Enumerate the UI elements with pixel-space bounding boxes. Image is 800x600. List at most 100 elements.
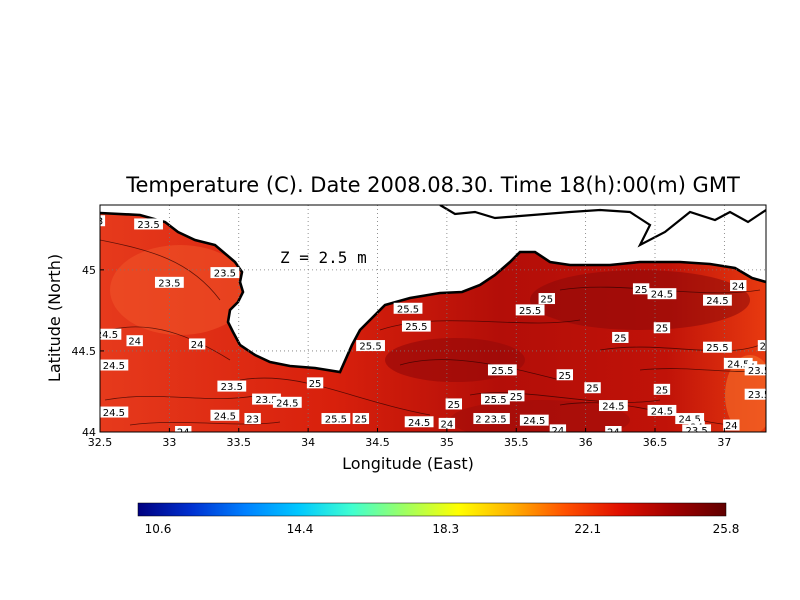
contour-label-box	[549, 424, 567, 432]
contour-label-box	[445, 398, 463, 410]
contour-label-box	[134, 218, 163, 230]
x-tick-label: 37	[717, 436, 731, 449]
contour-label-box	[352, 413, 370, 425]
contour-label-box	[515, 304, 545, 316]
x-tick-label: 33.5	[227, 436, 252, 449]
contour-label-box	[210, 409, 240, 421]
contour-label: 24.5	[103, 408, 125, 419]
contour-label-box	[605, 426, 622, 432]
contour-label: 23.5	[255, 395, 277, 406]
graticule	[100, 205, 766, 432]
contour-label-box	[556, 369, 574, 381]
contour-label: 24	[732, 282, 745, 293]
contour-label: 24	[177, 428, 190, 439]
contour-label: 25	[540, 295, 553, 306]
contour-label-box	[723, 357, 753, 369]
contour-label: 25	[614, 333, 627, 344]
map-plot-area: 3 23.523.523.524.524 2424.523.523.524.524.…	[96, 205, 773, 439]
contour-label-box	[703, 294, 732, 306]
contour-label: 23	[246, 415, 259, 426]
contour-label: 25	[586, 384, 599, 395]
contour-label-box	[632, 283, 650, 295]
contour-label: 24	[191, 340, 204, 351]
contour-label: 25.5	[706, 343, 728, 354]
contour-label-box	[653, 383, 671, 395]
contour-label-box	[730, 280, 747, 292]
x-axis-label: Longitude (East)	[342, 454, 474, 473]
contour-label-box	[744, 364, 766, 376]
contour-label: 25	[656, 324, 669, 335]
contour-label: 25	[760, 342, 773, 353]
contour-label: 23.5	[685, 426, 707, 437]
contour-label: 24.5	[679, 415, 701, 426]
contour-label: 24.5	[651, 406, 673, 417]
contour-labels: 3 23.523.523.524.524 2424.523.523.524.524.…	[96, 215, 773, 439]
contour-label-box	[438, 417, 456, 429]
contour-label: 3	[97, 217, 103, 228]
x-tick-label: 35.5	[504, 436, 529, 449]
contour-label-box	[188, 338, 206, 350]
colorbar-tick-label: 25.8	[713, 522, 740, 536]
contour-label-box	[217, 380, 247, 392]
x-tick-label: 35	[440, 436, 454, 449]
contour-label: 25.5	[491, 366, 513, 377]
contour-lines	[100, 239, 761, 426]
contour-label-box	[703, 341, 732, 353]
contour-label: 25.5	[397, 304, 419, 315]
contour-label-box	[612, 331, 629, 343]
contour-label: 25.5	[325, 415, 347, 426]
contour-label: 24	[552, 426, 565, 437]
land-crimea	[100, 205, 766, 372]
y-tick-label: 44.5	[72, 345, 97, 358]
contour-label-box	[100, 215, 106, 227]
x-tick-label: 33	[162, 436, 176, 449]
colorbar-labels: 10.6 14.4 18.3 22.1 25.8	[145, 522, 740, 536]
contour-label-box	[538, 293, 555, 305]
contour-label-box	[210, 267, 240, 279]
contour-label: 24.5	[408, 418, 430, 429]
x-tick-label: 32.5	[88, 436, 113, 449]
contour-label: 24	[441, 419, 454, 430]
contour-label: 25	[354, 415, 367, 426]
contour-label-box	[584, 382, 601, 394]
x-tick-label: 36.5	[643, 436, 668, 449]
contour-label-box	[675, 413, 705, 425]
contour-label: 24.5	[96, 330, 118, 341]
x-tick-label: 36	[579, 436, 593, 449]
contour-label-box	[481, 413, 510, 425]
contour-label-box	[682, 424, 712, 432]
contour-label: 24.5	[651, 290, 673, 301]
contour-label-box	[356, 340, 385, 352]
contour-label-box	[252, 393, 281, 405]
contour-label-box	[175, 426, 192, 432]
contour-label-box	[244, 413, 261, 425]
depth-label: Z = 2.5 m	[280, 248, 367, 267]
contour-label-box	[154, 276, 184, 288]
contour-label: 23.5	[137, 220, 159, 231]
y-tick-label: 44	[82, 426, 96, 439]
contour-label-box	[100, 406, 129, 418]
contour-label-box	[100, 328, 122, 340]
colorbar-tick-label: 18.3	[432, 522, 459, 536]
contour-label: 23.5	[484, 415, 506, 426]
contour-label: 25	[309, 379, 322, 390]
x-tick-label: 34	[301, 436, 315, 449]
contour-label-box	[598, 400, 628, 412]
contour-label: 23.5	[748, 366, 770, 377]
contour-label: 24.5	[276, 398, 298, 409]
contour-label-box	[321, 413, 351, 425]
contour-label: 25	[510, 392, 523, 403]
x-tick-label: 34.5	[365, 436, 390, 449]
contour-label-box	[100, 359, 129, 371]
contour-label: 24.5	[523, 416, 545, 427]
contour-label: 24.5	[103, 361, 125, 372]
y-tick-label: 45	[82, 264, 96, 277]
contour-label: 25	[447, 400, 460, 411]
y-axis-ticks: 44 44.5 45	[72, 264, 104, 439]
contour-label-box	[393, 302, 423, 314]
contour-label-box	[508, 390, 525, 402]
contour-label: 23.5	[214, 269, 236, 280]
contour-label-box	[401, 320, 431, 332]
plot-frame	[99, 204, 767, 433]
